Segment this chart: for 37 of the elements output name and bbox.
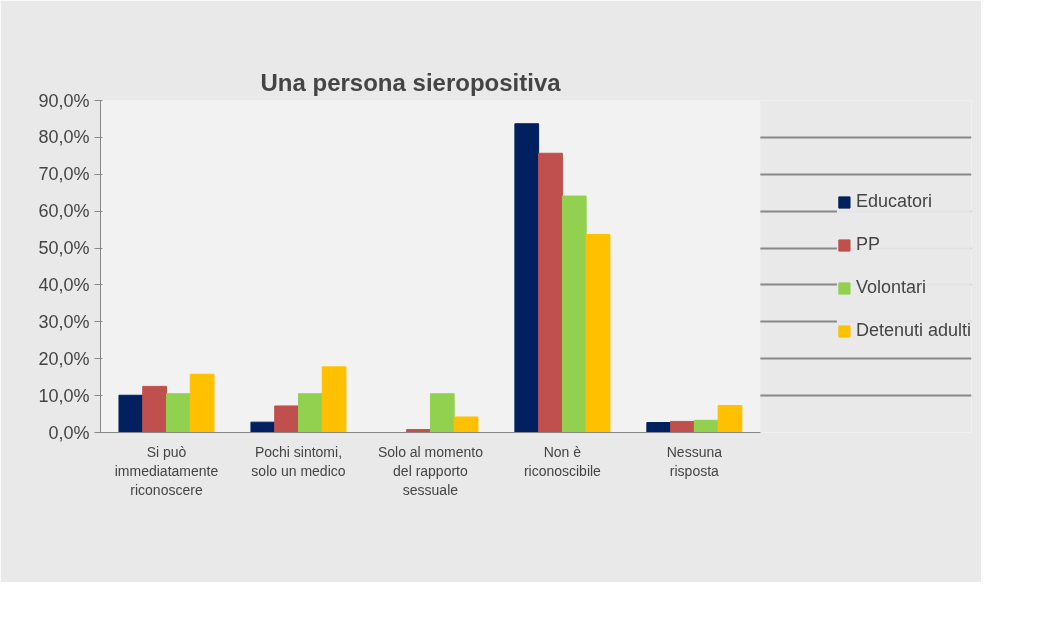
bar bbox=[538, 152, 563, 433]
bar bbox=[274, 405, 299, 433]
x-tick-label: Solo al momento del rapporto sessuale bbox=[377, 443, 484, 498]
bar bbox=[165, 393, 191, 433]
y-tick-label: 10,0% bbox=[38, 385, 90, 406]
bar bbox=[142, 385, 167, 433]
x-tick-label: Si può immediatamente riconoscere bbox=[114, 443, 219, 498]
bar bbox=[670, 420, 695, 433]
y-tick-label: 0,0% bbox=[48, 422, 90, 443]
bar bbox=[118, 394, 144, 433]
x-tick-label: Nessuna risposta bbox=[666, 443, 723, 479]
bar bbox=[297, 393, 323, 433]
y-tick-label: 70,0% bbox=[38, 164, 90, 185]
chart-title: Una persona sieropositiva bbox=[260, 68, 562, 96]
y-tick-label: 80,0% bbox=[38, 127, 90, 148]
legend-label: Educatori bbox=[855, 191, 932, 212]
y-tick-label: 20,0% bbox=[38, 348, 90, 369]
y-tick-label: 40,0% bbox=[38, 274, 90, 295]
bar bbox=[717, 405, 743, 433]
bar bbox=[250, 421, 276, 433]
bar bbox=[189, 373, 215, 433]
legend-label: Volontari bbox=[855, 277, 926, 298]
y-tick-label: 90,0% bbox=[38, 90, 90, 111]
legend-label: Detenuti adulti bbox=[855, 320, 971, 341]
y-tick-label: 30,0% bbox=[38, 311, 90, 332]
bar bbox=[561, 195, 587, 433]
bar bbox=[429, 393, 455, 433]
x-tick-label: Non è riconoscibile bbox=[523, 443, 602, 479]
y-tick-label: 60,0% bbox=[38, 201, 90, 222]
bar bbox=[453, 416, 479, 433]
bar bbox=[646, 422, 672, 433]
bar bbox=[585, 233, 611, 433]
legend-label: PP bbox=[855, 234, 880, 255]
y-tick-label: 50,0% bbox=[38, 238, 90, 259]
bar bbox=[514, 123, 540, 433]
x-tick-label: Pochi sintomi, solo un medico bbox=[251, 443, 346, 479]
bar bbox=[321, 366, 347, 433]
